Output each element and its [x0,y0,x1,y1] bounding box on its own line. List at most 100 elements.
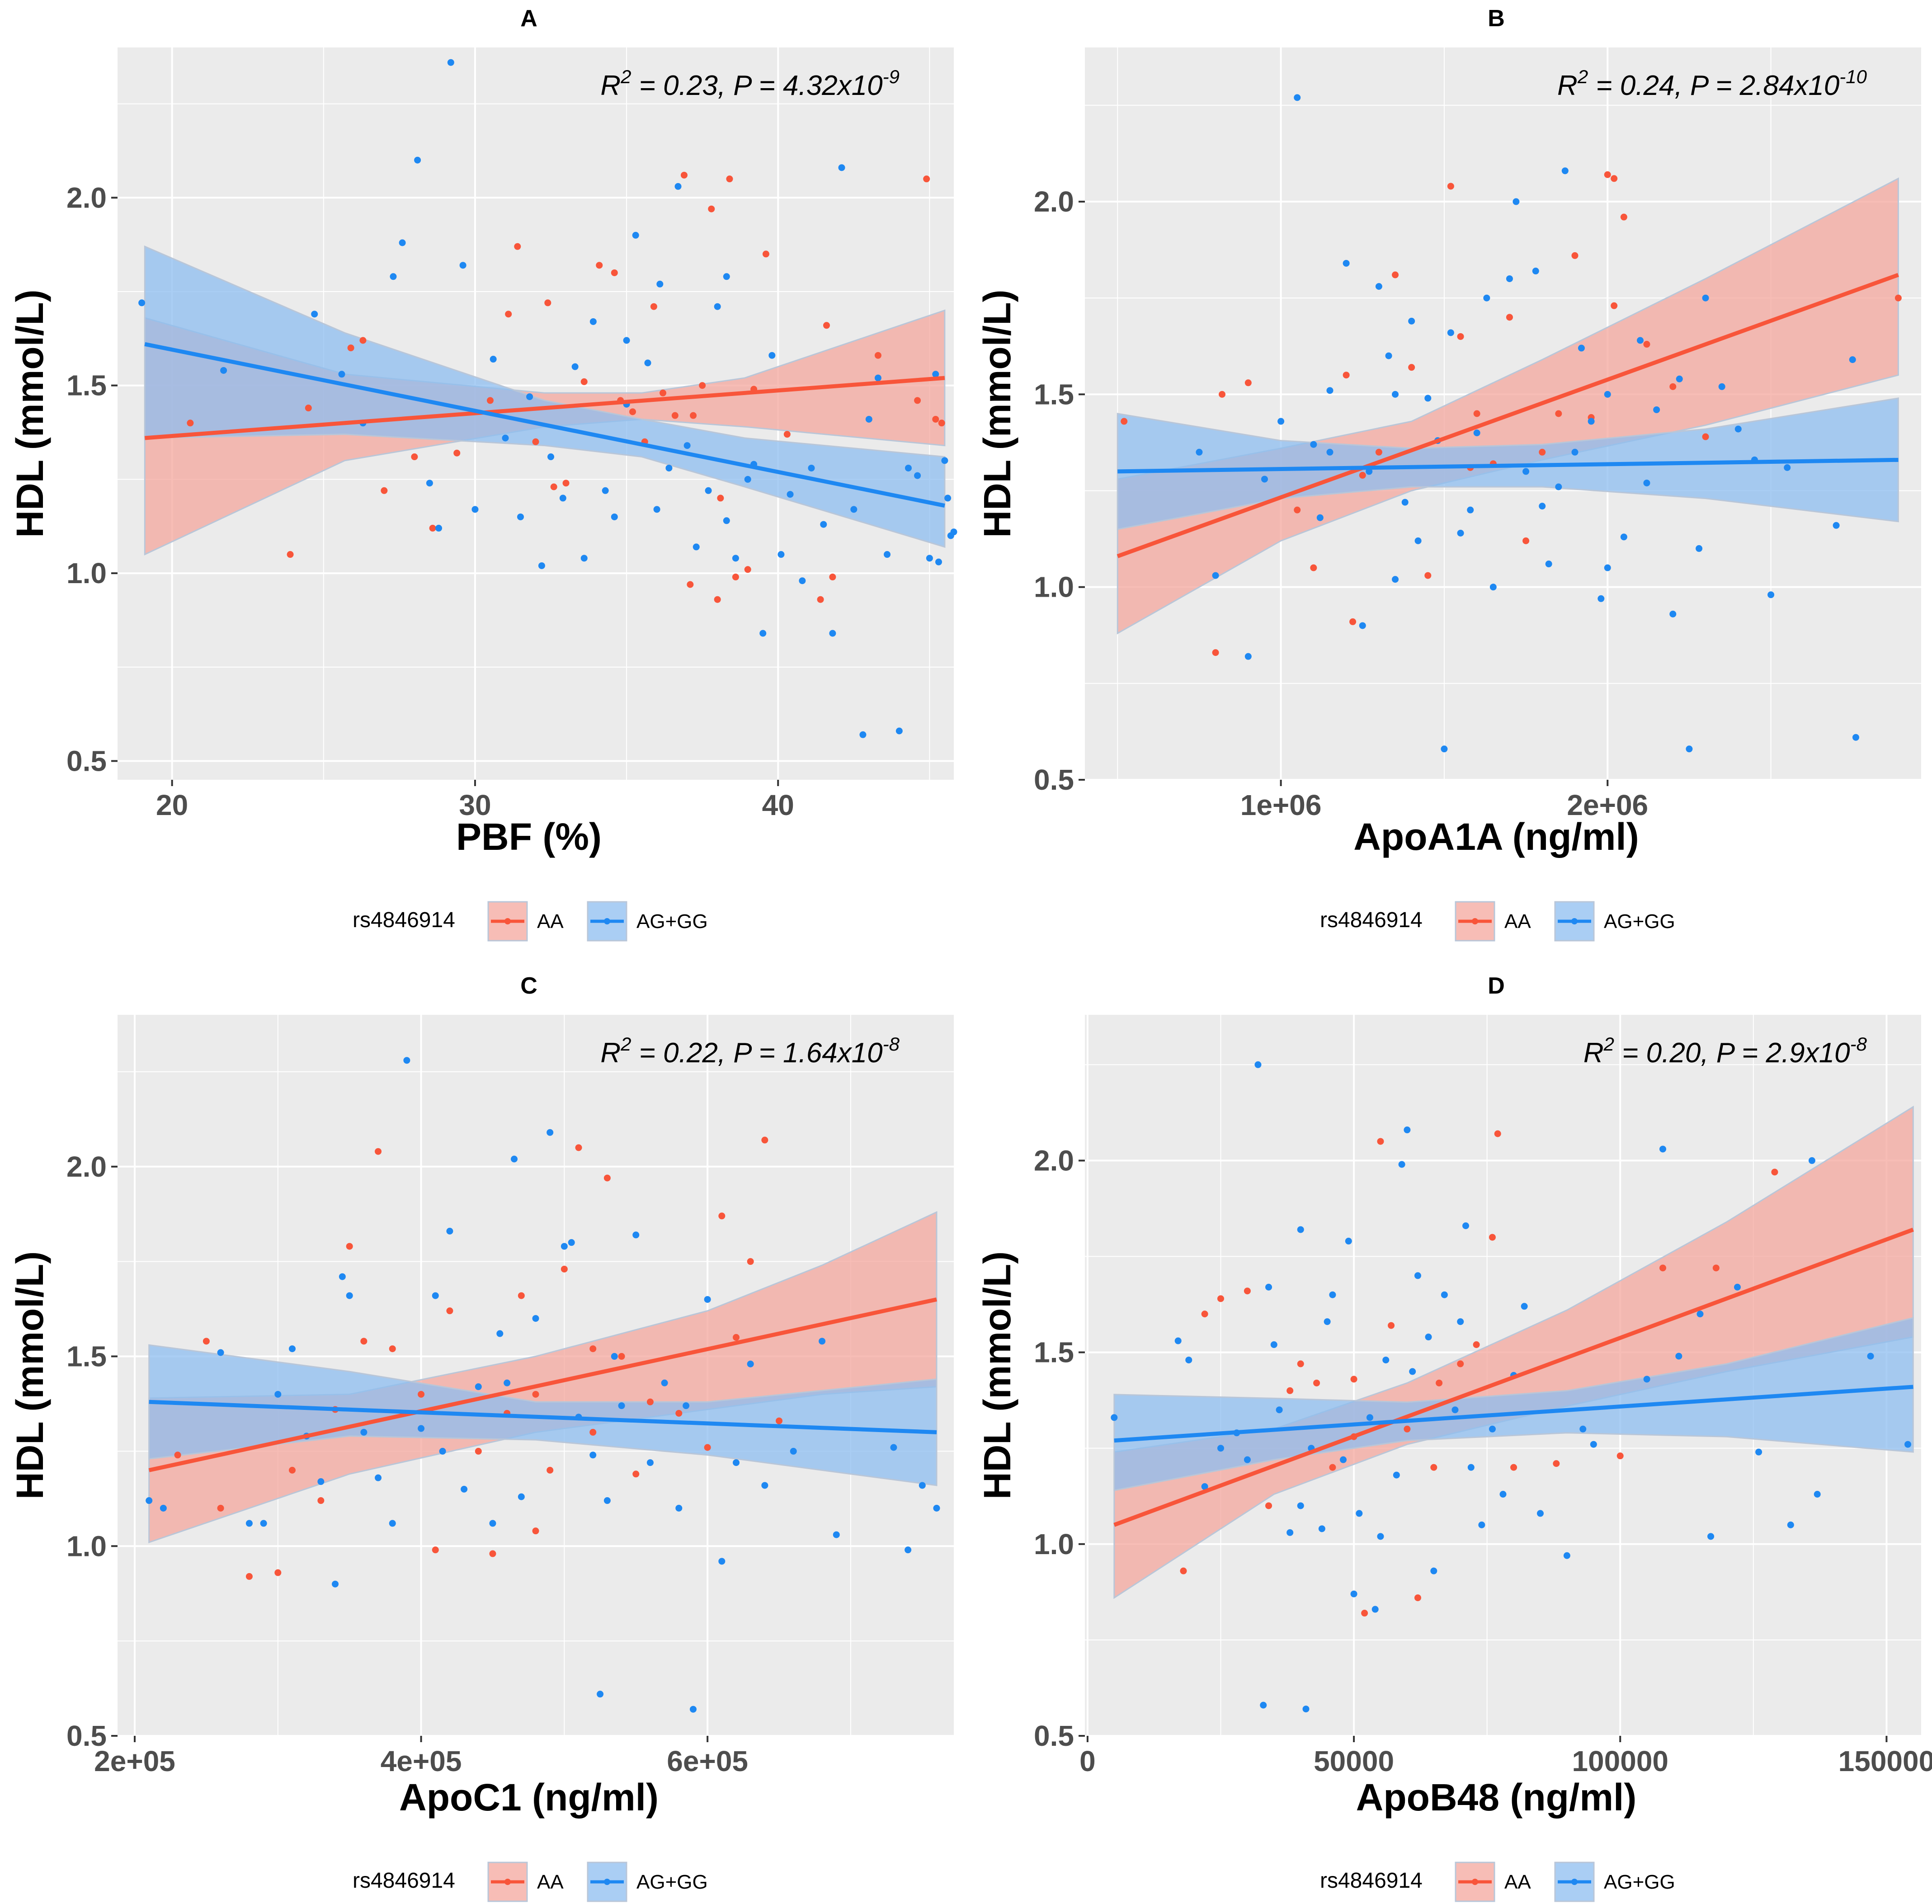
data-point [1404,1425,1411,1433]
data-point [505,311,512,318]
data-point [432,1546,439,1554]
data-point [1702,294,1709,302]
data-point [1388,1322,1395,1329]
data-point [632,1470,640,1478]
data-point [1457,529,1464,537]
data-point [1329,1291,1336,1298]
data-point [389,1520,396,1527]
data-point [1398,1161,1405,1168]
data-point [1366,1414,1373,1421]
data-point [260,1520,267,1527]
y-tick-label: 0.5 [1034,763,1074,796]
data-point [762,250,769,258]
y-axis-title: HDL (mmol/L) [9,1251,51,1499]
data-point [689,1706,697,1713]
data-point [683,1402,690,1409]
data-point [632,231,639,239]
legend: rs4846914 AA AG+GG [353,901,708,942]
data-point [1555,410,1562,417]
x-axis: 0 50000 100000 150000 [1079,1736,1932,1777]
data-point [680,171,688,179]
data-point [1441,1291,1448,1298]
data-point [489,1550,496,1557]
data-point [1686,745,1693,753]
data-point [1462,1222,1470,1230]
data-point [575,1144,582,1151]
chart-panel-b: B R2 = 0.24, P = 2.84x10-10 1e+06 2e+06 0.5 1… [976,5,1921,942]
data-point [1294,506,1301,514]
x-tick-label: 2e+06 [1567,789,1648,821]
data-point [1244,1287,1251,1295]
annotation-exponent: -8 [883,1033,900,1055]
data-point [359,337,367,344]
legend-key-point [1571,918,1578,924]
data-point [819,1338,826,1345]
data-point [1489,1425,1496,1433]
data-point [160,1504,167,1512]
x-axis-title: ApoA1A (ng/ml) [1353,815,1639,858]
gridlines [118,1015,954,1737]
y-axis: 0.5 1.0 1.5 2.0 [1034,1144,1085,1752]
data-point [311,311,318,318]
data-point [1297,1360,1304,1367]
data-point [1478,1521,1485,1528]
data-point [486,397,494,404]
data-point [1555,483,1562,490]
data-point [471,506,479,513]
data-point [1393,1471,1400,1479]
data-point [671,412,679,419]
data-point [602,487,609,494]
data-point [1201,1483,1208,1490]
x-axis-title: PBF (%) [456,815,602,858]
data-point [726,175,733,183]
data-point [589,318,597,325]
points-ag-gg [1196,94,1859,753]
data-point [653,506,660,513]
legend-key-point [1472,918,1478,924]
panel-title: A [520,5,537,32]
regression-line-aa [1113,1227,1914,1527]
data-point [833,1531,840,1538]
data-point [1185,1357,1192,1364]
data-point [1539,448,1546,456]
y-tick-label: 1.5 [1034,1336,1074,1369]
data-point [747,1258,754,1265]
data-point [1483,294,1490,302]
data-point [1174,1337,1182,1344]
data-point [532,1390,539,1398]
panel-title: D [1488,973,1505,999]
data-point [346,1243,353,1250]
annotation-exponent: -10 [1839,66,1867,87]
data-point [375,1148,382,1155]
data-point [1316,514,1324,521]
data-point [618,1402,625,1409]
data-point [623,337,630,344]
data-point [1359,471,1366,479]
data-point [1611,302,1618,309]
data-point [674,183,682,190]
x-tick-label: 50000 [1314,1745,1394,1777]
data-point [274,1390,282,1398]
data-point [1409,1368,1416,1375]
data-point [1604,391,1611,398]
annotation-prefix: R [1583,1037,1604,1069]
y-axis-title: HDL (mmol/L) [9,289,51,537]
data-point [360,1428,368,1436]
data-point [914,472,921,479]
data-point [453,449,461,457]
data-point [1808,1157,1815,1164]
data-point [705,487,712,494]
x-axis: 2e+05 4e+05 6e+05 [94,1736,748,1777]
data-point [1343,259,1350,267]
data-point [817,596,824,603]
data-point [589,1345,597,1353]
data-point [1597,595,1605,602]
regression-line-ag-gg [144,342,945,508]
data-point [217,1504,224,1512]
data-point [496,1330,504,1337]
data-point [932,371,939,378]
data-point [1121,418,1128,425]
data-point [1643,341,1650,348]
data-point [502,434,509,442]
data-point [510,1155,518,1163]
